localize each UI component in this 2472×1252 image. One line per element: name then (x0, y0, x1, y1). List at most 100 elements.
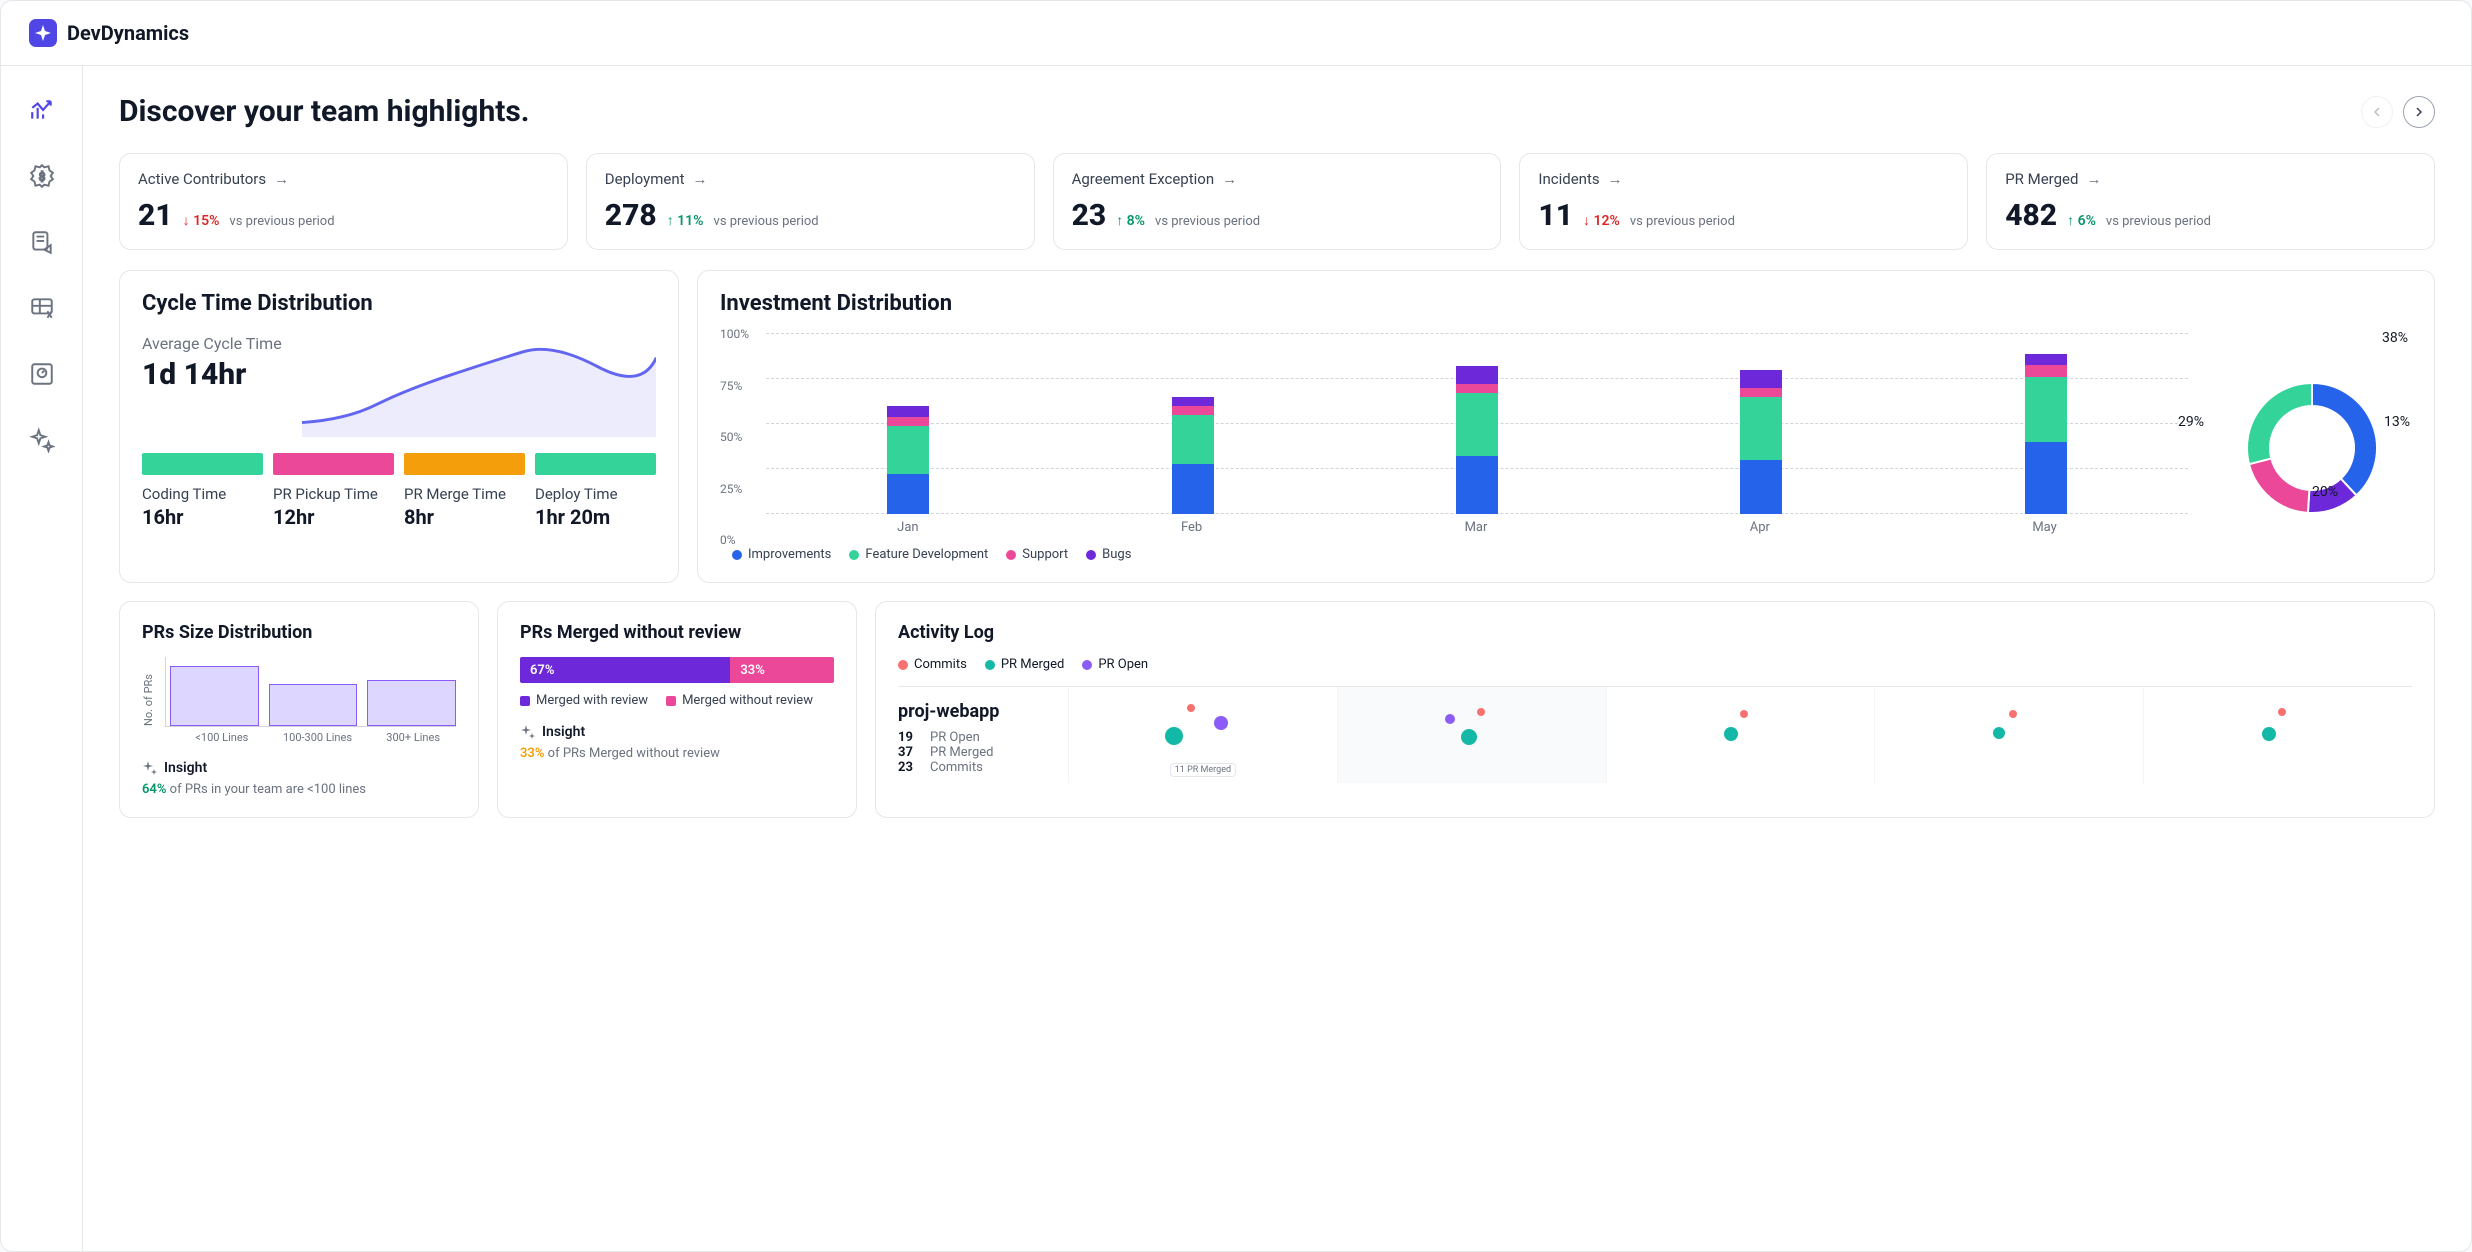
insight-header-2: Insight (520, 724, 834, 740)
page-title: Discover your team highlights. (119, 94, 530, 129)
kpi-compare: vs previous period (2106, 214, 2211, 229)
kpi-change: ↑ 6% (2067, 212, 2096, 229)
cycle-title: Cycle Time Distribution (142, 291, 656, 316)
pager (2361, 96, 2435, 128)
pr-bar (269, 684, 358, 726)
stack-bar-2 (1456, 366, 1498, 514)
insight-text: 64% of PRs in your team are <100 lines (142, 782, 456, 797)
legend-item: Feature Development (849, 547, 988, 562)
kpi-compare: vs previous period (229, 214, 334, 229)
legend-item: Commits (898, 657, 967, 672)
next-button[interactable] (2403, 96, 2435, 128)
activity-day-0[interactable]: 11 PR Merged (1068, 687, 1337, 783)
sidebar: $ (1, 66, 83, 1251)
proj-stat: 37PR Merged (898, 745, 1050, 760)
legend-item: PR Open (1082, 657, 1148, 672)
insight-label: Insight (164, 760, 207, 776)
kpi-title: Incidents (1538, 170, 1599, 188)
kpi-title: PR Merged (2005, 170, 2078, 188)
pr-bar (170, 666, 259, 726)
activity-day-1[interactable] (1337, 687, 1606, 783)
sidebar-item-data[interactable] (24, 290, 60, 326)
brand[interactable]: DevDynamics (29, 19, 189, 47)
kpi-title: Agreement Exception (1072, 170, 1215, 188)
legend-item: Improvements (732, 547, 831, 562)
prev-button[interactable] (2361, 96, 2393, 128)
kpi-compare: vs previous period (1630, 214, 1735, 229)
kpi-value: 21 (138, 198, 173, 233)
donut-label: 20% (2312, 484, 2338, 500)
kpi-card-0[interactable]: Active Contributors → 21 ↓ 15% vs previo… (119, 153, 568, 250)
kpi-card-1[interactable]: Deployment → 278 ↑ 11% vs previous perio… (586, 153, 1035, 250)
activity-day-4[interactable] (2143, 687, 2412, 783)
cycle-item-3: Deploy Time 1hr 20m (535, 453, 656, 529)
legend-item: PR Merged (985, 657, 1065, 672)
activity-day-2[interactable] (1606, 687, 1875, 783)
stack-bar-3 (1740, 370, 1782, 514)
project-name: proj-webapp (898, 701, 1050, 722)
kpi-card-4[interactable]: PR Merged → 482 ↑ 6% vs previous period (1986, 153, 2435, 250)
brand-icon (29, 19, 57, 47)
sidebar-item-reports[interactable] (24, 224, 60, 260)
legend-item: Merged without review (666, 693, 813, 708)
investment-stack-chart: 0%25%50%75%100% JanFebMarAprMay Improvem… (720, 334, 2188, 562)
kpi-change: ↑ 8% (1116, 212, 1145, 229)
investment-card: Investment Distribution 0%25%50%75%100% … (697, 270, 2435, 583)
legend-item: Merged with review (520, 693, 648, 708)
pr-y-label: No. of PRs (142, 657, 155, 744)
cycle-item-0: Coding Time 16hr (142, 453, 263, 529)
pr-no-review-title: PRs Merged without review (520, 622, 834, 643)
cycle-item-2: PR Merge Time 8hr (404, 453, 525, 529)
kpi-change: ↓ 12% (1583, 212, 1620, 229)
kpi-compare: vs previous period (1155, 214, 1260, 229)
kpi-card-3[interactable]: Incidents → 11 ↓ 12% vs previous period (1519, 153, 1968, 250)
kpi-title: Deployment (605, 170, 685, 188)
kpi-compare: vs previous period (714, 214, 819, 229)
stack-bar-4 (2025, 354, 2067, 514)
arrow-right-icon: → (1608, 170, 1623, 188)
kpi-change: ↑ 11% (667, 212, 704, 229)
kpi-title: Active Contributors (138, 170, 266, 188)
stack-bar-1 (1172, 397, 1214, 514)
proj-stat: 19PR Open (898, 730, 1050, 745)
kpi-card-2[interactable]: Agreement Exception → 23 ↑ 8% vs previou… (1053, 153, 1502, 250)
donut-label: 13% (2384, 414, 2410, 430)
kpi-value: 278 (605, 198, 657, 233)
proj-stat: 23Commits (898, 760, 1050, 775)
kpi-value: 11 (1538, 198, 1573, 233)
cycle-sparkline (302, 334, 656, 437)
sidebar-item-cost[interactable]: $ (24, 158, 60, 194)
arrow-right-icon: → (2086, 170, 2101, 188)
kpi-value: 23 (1072, 198, 1107, 233)
cycle-item-1: PR Pickup Time 12hr (273, 453, 394, 529)
investment-title: Investment Distribution (720, 291, 2412, 316)
donut-label: 38% (2382, 330, 2408, 346)
cycle-avg-label: Average Cycle Time (142, 334, 282, 353)
pr-size-card: PRs Size Distribution No. of PRs <100 Li… (119, 601, 479, 818)
kpi-value: 482 (2005, 198, 2057, 233)
sidebar-item-dashboard[interactable] (24, 356, 60, 392)
sparkle-icon (142, 760, 158, 776)
arrow-right-icon: → (693, 170, 708, 188)
brand-text: DevDynamics (67, 21, 189, 45)
activity-title: Activity Log (898, 622, 2412, 643)
pr-size-title: PRs Size Distribution (142, 622, 456, 643)
h-segment: 33% (730, 657, 834, 683)
legend-item: Support (1006, 547, 1068, 562)
donut-label: 29% (2178, 414, 2204, 430)
activity-day-3[interactable] (1874, 687, 2143, 783)
sparkle-icon (520, 724, 536, 740)
stack-bar-0 (887, 406, 929, 514)
arrow-right-icon: → (274, 170, 289, 188)
insight-label-2: Insight (542, 724, 585, 740)
tooltip: 11 PR Merged (1170, 763, 1236, 777)
insight-header: Insight (142, 760, 456, 776)
activity-log-card: Activity Log Commits PR Merged PR Open pro… (875, 601, 2435, 818)
cycle-time-card: Cycle Time Distribution Average Cycle Ti… (119, 270, 679, 583)
arrow-right-icon: → (1222, 170, 1237, 188)
cycle-avg-value: 1d 14hr (142, 357, 282, 392)
sidebar-item-ai[interactable] (24, 422, 60, 458)
topbar: DevDynamics (1, 1, 2471, 66)
svg-text:$: $ (38, 170, 44, 183)
sidebar-item-analytics[interactable] (24, 92, 60, 128)
